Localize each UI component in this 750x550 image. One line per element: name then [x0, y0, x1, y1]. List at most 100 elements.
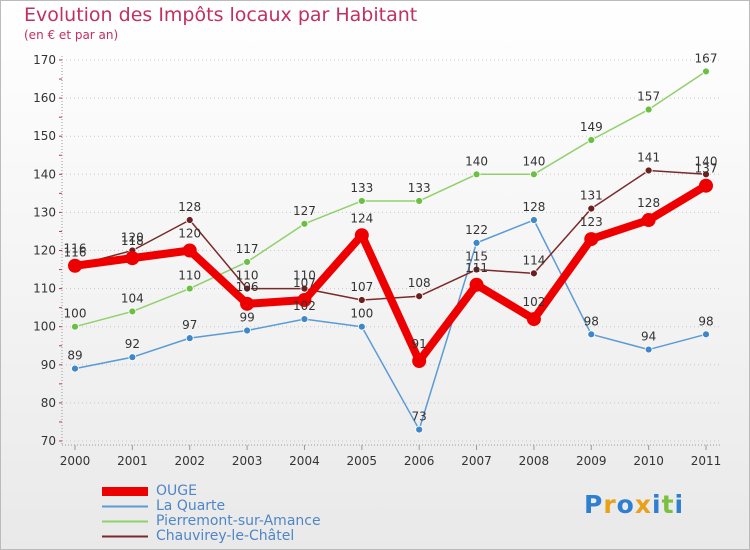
data-label-ouge: 116 — [64, 242, 87, 256]
data-label-chauvirey-le-ch-tel: 116 — [64, 246, 87, 260]
data-label-la-quarte: 98 — [584, 314, 599, 328]
x-tick-label: 2005 — [347, 454, 378, 468]
data-point-chauvirey-le-ch-tel — [587, 204, 596, 213]
data-point-ouge — [125, 251, 140, 266]
data-point-ouge — [297, 293, 312, 308]
data-point-la-quarte — [530, 216, 538, 224]
legend-swatch-pierremont — [102, 520, 148, 523]
data-label-ouge: 118 — [121, 234, 144, 248]
y-tick-label: 90 — [41, 358, 56, 372]
logo-letter: i — [674, 490, 685, 519]
logo-letter: o — [616, 490, 635, 519]
data-point-ouge — [240, 296, 255, 311]
data-label-la-quarte: 98 — [698, 314, 713, 328]
data-point-chauvirey-le-ch-tel — [185, 216, 194, 224]
data-label-chauvirey-le-ch-tel: 110 — [293, 269, 316, 283]
data-point-chauvirey-le-ch-tel — [357, 296, 366, 304]
x-tick-label: 2003 — [232, 454, 263, 468]
data-label-ouge: 91 — [412, 337, 427, 351]
data-label-la-quarte: 94 — [641, 330, 656, 344]
data-point-la-quarte — [185, 334, 194, 343]
legend-label-la-quarte: La Quarte — [156, 498, 226, 514]
data-point-chauvirey-le-ch-tel — [530, 269, 538, 278]
data-point-ouge — [526, 312, 541, 327]
data-point-chauvirey-le-ch-tel — [243, 284, 251, 293]
plot-area — [62, 56, 720, 441]
data-point-pierremont-sur-amance — [415, 197, 424, 205]
y-tick-label: 170 — [33, 53, 56, 67]
data-label-la-quarte: 122 — [465, 223, 488, 237]
x-tick-label: 2009 — [576, 454, 607, 468]
x-tick-label: 2011 — [691, 454, 722, 468]
data-point-la-quarte — [243, 326, 251, 335]
data-point-ouge — [354, 228, 369, 243]
data-label-chauvirey-le-ch-tel: 140 — [695, 154, 718, 168]
x-tick-label: 2008 — [519, 454, 550, 468]
data-point-pierremont-sur-amance — [357, 197, 366, 205]
y-tick-label: 130 — [33, 205, 56, 219]
data-point-la-quarte — [71, 364, 79, 373]
data-point-ouge — [641, 213, 656, 228]
legend-label-chauvirey: Chauvirey-le-Châtel — [156, 528, 295, 544]
data-label-pierremont-sur-amance: 140 — [522, 154, 545, 168]
logo-letter: x — [634, 490, 652, 519]
data-label-pierremont-sur-amance: 117 — [236, 242, 259, 256]
data-label-la-quarte: 89 — [67, 349, 82, 363]
chart-axes: 70 80 90 100 110 120 130 140 150 160 170 2000 2001 20… — [33, 53, 721, 468]
series-line-pierremont-sur-amance — [74, 70, 707, 328]
data-point-la-quarte — [587, 330, 596, 339]
data-point-pierremont-sur-amance — [300, 219, 309, 228]
legend-item-la-quarte: La Quarte — [100, 499, 321, 514]
x-tick-label: 2000 — [60, 454, 91, 468]
data-label-la-quarte: 97 — [182, 318, 197, 332]
series-line-ouge — [71, 181, 710, 365]
data-label-ouge: 128 — [637, 196, 660, 210]
data-label-pierremont-sur-amance: 110 — [178, 269, 201, 283]
series-data-labels: 89 92 97 99 102 100 73 122 128 98 94 98 100 104 110 117… — [64, 51, 718, 423]
data-point-ouge — [469, 277, 484, 292]
logo-letter: i — [652, 490, 662, 519]
data-label-chauvirey-le-ch-tel: 108 — [408, 276, 431, 290]
data-point-chauvirey-le-ch-tel — [702, 170, 710, 179]
y-tick-label: 80 — [41, 396, 56, 410]
y-tick-label: 160 — [33, 91, 56, 105]
data-point-la-quarte — [357, 322, 366, 331]
data-label-ouge: 107 — [293, 276, 316, 290]
proxiti-logo: Proxiti — [584, 490, 684, 519]
y-tick-label: 140 — [33, 167, 56, 181]
data-label-ouge: 106 — [236, 280, 259, 294]
data-label-chauvirey-le-ch-tel: 115 — [465, 250, 488, 264]
legend-item-ouge: OUGE — [100, 484, 321, 499]
data-label-ouge: 120 — [178, 227, 201, 241]
logo-letter: r — [603, 490, 617, 519]
data-point-pierremont-sur-amance — [644, 105, 653, 114]
series-points — [68, 67, 713, 434]
data-point-ouge — [68, 258, 82, 273]
data-point-pierremont-sur-amance — [71, 322, 79, 331]
data-point-pierremont-sur-amance — [472, 170, 481, 179]
x-tick-label: 2006 — [404, 454, 435, 468]
data-label-la-quarte: 92 — [125, 337, 140, 351]
legend-swatch-la-quarte — [102, 505, 148, 508]
data-label-chauvirey-le-ch-tel: 128 — [178, 200, 201, 214]
data-point-la-quarte — [644, 345, 653, 354]
logo-letter: t — [661, 490, 675, 519]
chart-subtitle: (en € et par an) — [24, 28, 119, 42]
legend-label-pierremont: Pierremont-sur-Amance — [156, 513, 321, 529]
y-tick-label: 70 — [41, 434, 56, 448]
data-point-pierremont-sur-amance — [185, 284, 194, 293]
data-point-pierremont-sur-amance — [128, 307, 137, 316]
data-label-la-quarte: 128 — [522, 200, 545, 214]
data-label-ouge: 123 — [580, 215, 603, 229]
y-tick-label: 150 — [33, 129, 56, 143]
data-label-pierremont-sur-amance: 104 — [121, 291, 144, 305]
y-tick-label: 110 — [33, 282, 56, 296]
data-point-ouge — [412, 353, 427, 368]
data-point-pierremont-sur-amance — [587, 136, 596, 144]
data-label-ouge: 102 — [522, 295, 545, 309]
data-label-pierremont-sur-amance: 149 — [580, 120, 603, 134]
legend-swatch-chauvirey — [102, 535, 148, 538]
data-label-la-quarte: 100 — [350, 307, 373, 321]
